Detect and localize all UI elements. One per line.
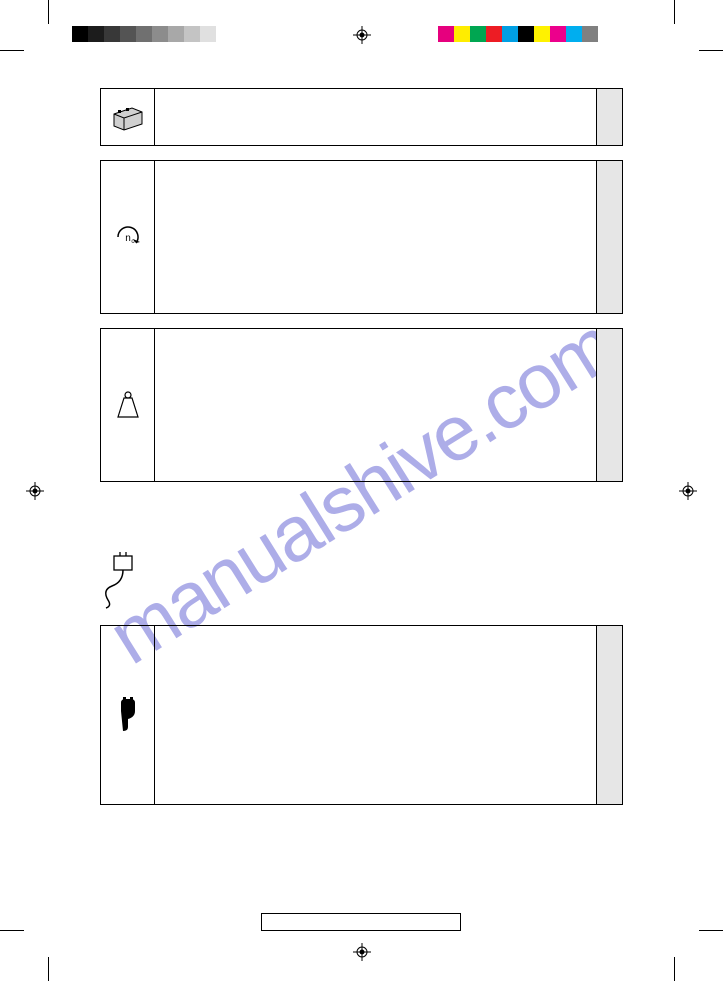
swatch — [518, 26, 534, 42]
row-end — [596, 89, 622, 145]
registration-mark — [353, 26, 371, 44]
grayscale-bar — [72, 26, 232, 42]
row-rpm: n o — [100, 160, 623, 314]
charger-icon — [100, 552, 623, 615]
row-end — [596, 626, 622, 804]
color-bar — [438, 26, 598, 42]
crop-mark — [0, 930, 24, 931]
crop-mark — [674, 957, 675, 981]
crop-mark — [48, 0, 49, 24]
row-body — [155, 329, 596, 481]
swatch — [152, 26, 168, 42]
swatch — [550, 26, 566, 42]
swatch — [216, 26, 232, 42]
registration-mark — [353, 943, 371, 961]
swatch — [104, 26, 120, 42]
swatch — [72, 26, 88, 42]
crop-mark — [48, 957, 49, 981]
swatch — [502, 26, 518, 42]
swatch — [470, 26, 486, 42]
registration-mark — [679, 482, 697, 500]
swatch — [566, 26, 582, 42]
swatch — [120, 26, 136, 42]
swatch — [534, 26, 550, 42]
swatch — [168, 26, 184, 42]
footer-box — [261, 913, 461, 931]
row-end — [596, 329, 622, 481]
row-body — [155, 89, 596, 145]
row-battery — [100, 88, 623, 146]
swatch — [454, 26, 470, 42]
rpm-icon: n o — [101, 161, 155, 313]
swatch — [184, 26, 200, 42]
swatch — [486, 26, 502, 42]
swatch — [200, 26, 216, 42]
crop-mark — [699, 50, 723, 51]
swatch — [88, 26, 104, 42]
row-plug — [100, 625, 623, 805]
row-end — [596, 161, 622, 313]
plug-icon — [101, 626, 155, 804]
row-body — [155, 626, 596, 804]
crop-mark — [674, 0, 675, 24]
row-weight — [100, 328, 623, 482]
registration-mark — [26, 482, 44, 500]
content-area: n o — [100, 88, 623, 819]
crop-mark — [0, 50, 24, 51]
svg-text:n: n — [125, 233, 131, 244]
swatch — [136, 26, 152, 42]
swatch — [438, 26, 454, 42]
row-body — [155, 161, 596, 313]
weight-icon — [101, 329, 155, 481]
swatch — [582, 26, 598, 42]
crop-mark — [699, 930, 723, 931]
battery-icon — [101, 89, 155, 145]
